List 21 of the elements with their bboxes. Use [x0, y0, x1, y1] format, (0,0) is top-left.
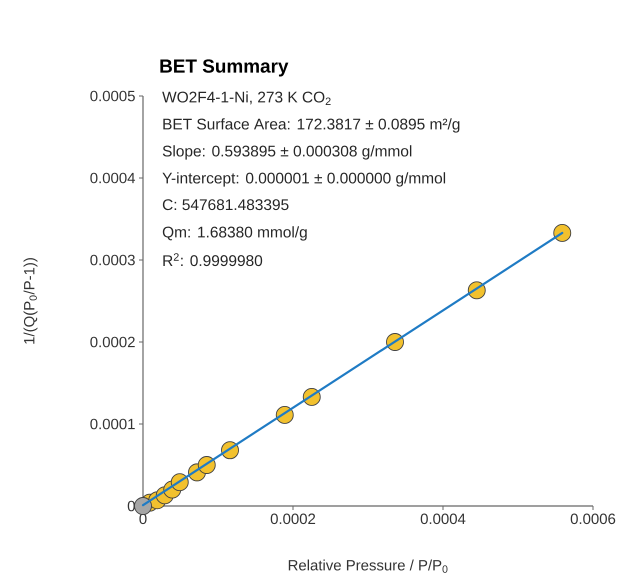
annotation: WO2F4-1-Ni, 273 K CO$_{2}$	[162, 91, 331, 105]
annotation: BET Surface Area: 172.3817 ± 0.0895 m²/g	[163, 118, 460, 133]
y-tick-label: 0.0002	[90, 336, 135, 348]
chart-title: BET Summary	[160, 59, 288, 76]
x-axis-title: Relative Pressure / P/P$_{0}$	[288, 560, 448, 573]
y-tick-label: 0.0003	[90, 254, 135, 266]
y-tick-label: 0.0004	[90, 172, 136, 184]
y-tick-label: 0	[128, 500, 135, 512]
annotation: Y-intercept: 0.000001 ± 0.000000 g/mmol	[162, 172, 446, 187]
annotation: Slope: 0.593895 ± 0.000308 g/mmol	[162, 145, 412, 160]
x-tick-label: 0.0006	[570, 514, 616, 524]
point	[553, 224, 572, 242]
y-tick-label: 0.0001	[90, 418, 135, 430]
y-axis-title: 1/(Q(P$_{0}$/P-1))	[24, 258, 38, 344]
x-tick-label: 0.0002	[270, 514, 316, 524]
point	[134, 497, 152, 515]
annotation: R$^{2}$: 0.9999980	[163, 253, 262, 266]
annotation: Qm: 1.68380 mmol/g	[162, 226, 307, 241]
y-tick-label: 0.0005	[90, 90, 135, 102]
x-tick-label: 0.0004	[420, 514, 466, 524]
annotation: C: 547681.483395	[162, 199, 288, 210]
